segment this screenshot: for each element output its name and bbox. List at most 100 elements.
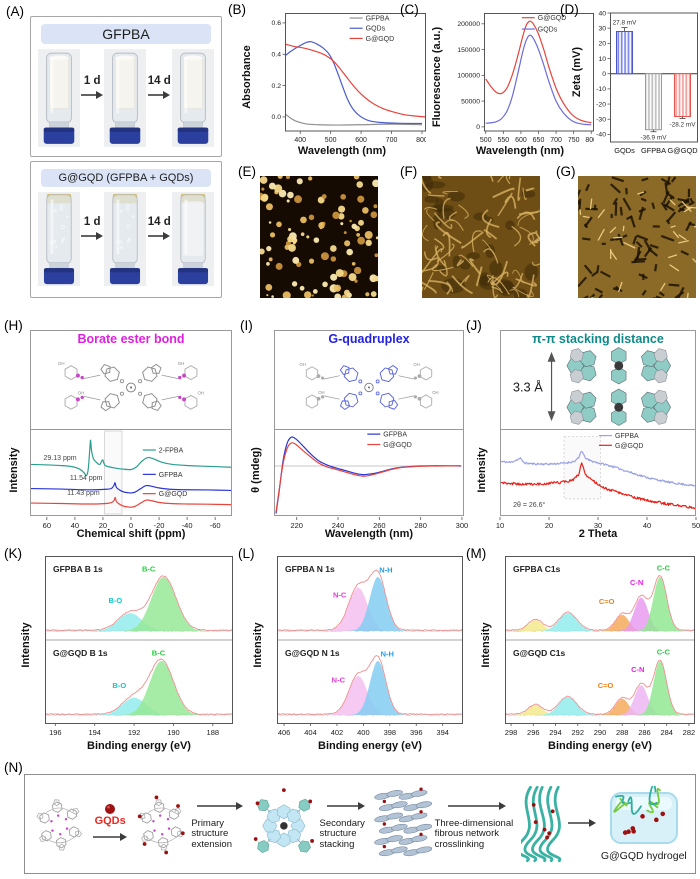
svg-text:C=O: C=O bbox=[598, 681, 614, 690]
svg-text:B-C: B-C bbox=[152, 649, 166, 658]
xrd-x-axis-label: 2 Theta bbox=[578, 528, 618, 540]
svg-text:0: 0 bbox=[476, 124, 480, 131]
fluorescence-chart: G@GQD GQDs 500 550 600 650 700 750 800 0 50000 1000… bbox=[446, 10, 597, 144]
svg-text:292: 292 bbox=[572, 728, 585, 737]
svg-text:294: 294 bbox=[549, 728, 562, 737]
xps-n1s-chart: N-C N-H GFPBA N 1s N-C N-H G@GQD N 1s 406 404 40… bbox=[276, 556, 464, 738]
gquadruplex-structure-drawing: OH OH OH OH bbox=[275, 344, 463, 429]
svg-text:600: 600 bbox=[515, 137, 527, 144]
svg-text:OH: OH bbox=[178, 361, 185, 366]
n1s-y-axis-label: Intensity bbox=[252, 622, 264, 668]
quartet-flower-drawing bbox=[253, 788, 314, 853]
svg-text:700: 700 bbox=[550, 137, 562, 144]
right-arrow-icon bbox=[81, 87, 104, 105]
svg-text:-10: -10 bbox=[596, 86, 606, 93]
borate-ester-bond-title: Borate ester bond bbox=[77, 332, 185, 346]
afm-image-gfpba: GFPBA 200 nm bbox=[422, 176, 540, 298]
chart-svg: GFPBA GQDs G@GQD 400 500 600 700 800 0.0 0.2 0.4 0.… bbox=[272, 13, 428, 144]
arrow-drawing bbox=[567, 819, 596, 827]
c1s-x-axis-label: Binding energy (eV) bbox=[548, 740, 652, 752]
svg-text:400: 400 bbox=[294, 137, 306, 144]
svg-text:GFPBA C1s: GFPBA C1s bbox=[513, 564, 561, 574]
svg-text:C-N: C-N bbox=[631, 665, 644, 674]
arrow-drawing bbox=[148, 91, 171, 99]
svg-text:0.2: 0.2 bbox=[272, 83, 282, 90]
panel-label-f: (F) bbox=[400, 164, 418, 179]
arrow-drawing bbox=[81, 91, 104, 99]
svg-text:406: 406 bbox=[278, 728, 291, 737]
cd-x-ticks: 220 240 260 280 300 bbox=[274, 516, 468, 530]
nmr-plot: 2-FPBA GFPBA G@GQD 29.13 ppm 11.54 ppm 11.43 … bbox=[30, 430, 232, 515]
svg-text:402: 402 bbox=[331, 728, 344, 737]
svg-text:OH: OH bbox=[299, 362, 305, 367]
arrow-label-14d: 14 d bbox=[147, 75, 171, 87]
quartet-structure-drawing bbox=[250, 782, 318, 866]
step-label-primary: Primary structure extension bbox=[191, 817, 232, 850]
fibrous-network-drawing bbox=[516, 782, 564, 866]
nmr-x-ticks: 60 40 20 0 -20 -40 -60 bbox=[30, 516, 232, 530]
chart-svg: 2-FPBA GFPBA G@GQD 29.13 ppm 11.54 ppm 11.43 … bbox=[30, 430, 232, 515]
svg-text:300: 300 bbox=[456, 521, 469, 529]
svg-text:100000: 100000 bbox=[457, 73, 480, 80]
g-quadruplex-title: G-quadruplex bbox=[328, 332, 410, 346]
svg-text:G@GQD C1s: G@GQD C1s bbox=[513, 648, 565, 658]
ggqd-banner: G@GQD (GFPBA + GQDs) bbox=[41, 169, 211, 187]
nmr-panel: Borate ester bond OH OH OH OH 2-FPBA GFPBA G@… bbox=[30, 330, 232, 516]
svg-text:OH: OH bbox=[58, 361, 65, 366]
svg-text:200000: 200000 bbox=[457, 21, 480, 28]
svg-text:G@GQD: G@GQD bbox=[159, 491, 188, 498]
gfpba-vial-row: 1 d 14 d bbox=[31, 47, 221, 147]
xps-chart-svg: B-O B-C GFPBA B 1s B-O B-C G@GQD B 1s 196 194 19… bbox=[45, 556, 233, 737]
svg-text:650: 650 bbox=[533, 137, 545, 144]
gqd-dot-icon bbox=[104, 802, 116, 814]
cd-plot: GFPBA G@GQD bbox=[275, 430, 463, 515]
svg-text:40: 40 bbox=[643, 521, 651, 529]
afm-texture bbox=[578, 176, 696, 298]
ggqd-vial-row: 1 d 14 d bbox=[31, 190, 221, 286]
xrd-x-ticks: 10 20 30 40 50 bbox=[496, 516, 700, 530]
nmr-x-axis-label: Chemical shift (ppm) bbox=[76, 528, 186, 540]
final-arrow bbox=[567, 815, 597, 833]
vial-drawing bbox=[38, 192, 80, 286]
panel-label-d: (D) bbox=[560, 2, 579, 17]
bar-chart-svg: 40 30 20 10 0 -10 -20 -30 -40 27.8 mV GQDs -36.9 mV… bbox=[596, 10, 698, 155]
svg-text:280: 280 bbox=[414, 521, 427, 529]
svg-text:296: 296 bbox=[527, 728, 540, 737]
right-arrow-icon bbox=[148, 228, 171, 246]
svg-text:40: 40 bbox=[71, 521, 79, 529]
hydrogel-result: G@GQD hydrogel bbox=[599, 783, 689, 862]
svg-text:550: 550 bbox=[497, 137, 509, 144]
fluorescence-x-axis-label: Wavelength (nm) bbox=[475, 145, 565, 157]
absorbance-x-axis-label: Wavelength (nm) bbox=[297, 145, 387, 157]
panel-label-g: (G) bbox=[556, 164, 576, 179]
right-arrow-icon bbox=[196, 798, 243, 816]
gqds-addition-step: GQDs bbox=[89, 802, 130, 847]
svg-text:GFPBA: GFPBA bbox=[366, 16, 390, 23]
xrd-y-axis-label: Intensity bbox=[476, 447, 488, 493]
step-label-secondary: Secondary structure stacking bbox=[319, 817, 365, 850]
svg-text:240: 240 bbox=[332, 521, 345, 529]
zeta-y-axis-label: Zeta (mV) bbox=[571, 46, 583, 98]
b1s-y-axis-label: Intensity bbox=[20, 622, 32, 668]
svg-text:-28.2 mV: -28.2 mV bbox=[670, 121, 697, 128]
vial-drawing bbox=[172, 192, 214, 286]
svg-text:282: 282 bbox=[683, 728, 696, 737]
svg-text:150000: 150000 bbox=[457, 47, 480, 54]
fiber-bundle-drawing bbox=[516, 785, 562, 863]
svg-text:GQDs: GQDs bbox=[538, 27, 558, 34]
svg-text:OH: OH bbox=[413, 362, 419, 367]
xps-chart-svg: C=O C-N C-C GFPBA C1s C=O C-N C-C G@GQD C1s 298 2… bbox=[505, 556, 696, 737]
chart-svg: G@GQD GQDs 500 550 600 650 700 750 800 0 50000 1000… bbox=[457, 13, 597, 144]
svg-text:396: 396 bbox=[410, 728, 423, 737]
gqds-label: GQDs bbox=[94, 814, 126, 827]
svg-text:OH: OH bbox=[78, 390, 85, 395]
svg-text:GFPBA B 1s: GFPBA B 1s bbox=[53, 564, 103, 574]
svg-text:50: 50 bbox=[692, 521, 700, 529]
panel-label-l: (L) bbox=[238, 546, 255, 561]
svg-text:-20: -20 bbox=[154, 521, 165, 529]
svg-text:500: 500 bbox=[325, 137, 337, 144]
borate-structure-drawing: OH OH OH OH bbox=[31, 344, 231, 429]
svg-text:GQDs: GQDs bbox=[366, 26, 386, 33]
svg-text:OH: OH bbox=[197, 390, 204, 395]
svg-text:GFPBA: GFPBA bbox=[159, 472, 183, 479]
